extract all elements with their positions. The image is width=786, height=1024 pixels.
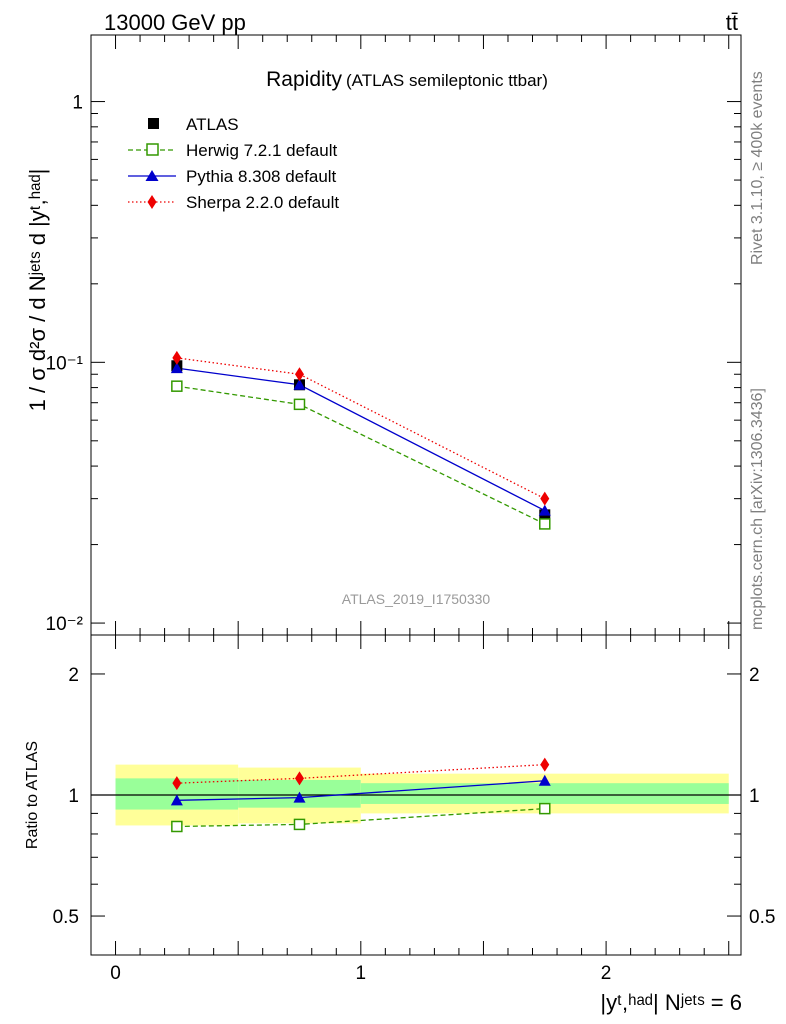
ratio-series-layer [170, 757, 551, 833]
legend-item-atlas: ATLAS [148, 115, 239, 134]
legend-item-sherpa: Sherpa 2.2.0 default [128, 193, 339, 212]
x-tick-label-1: 1 [356, 963, 367, 984]
main-y-tick-labels: 1 10⁻¹ 10⁻² [46, 93, 84, 636]
ratio-panel: 2 1 0.5 2 1 0.5 Ratio to ATLAS 0 1 2 |yᵗ… [24, 634, 775, 1015]
ratio-sherpa-marker [294, 771, 304, 786]
main-series-layer [170, 350, 551, 530]
chart-subtitle: (ATLAS semileptonic ttbar) [346, 71, 548, 90]
ratio-sherpa-line [176, 763, 545, 784]
ratio-y-axis-label: Ratio to ATLAS [24, 741, 41, 849]
ratio-herwig-marker [539, 802, 551, 815]
main-herwig-marker [539, 518, 551, 530]
main-herwig-line [176, 385, 546, 525]
ratio-herwig-marker [171, 820, 183, 833]
ratio-pythia-marker [538, 774, 551, 786]
x-tick-label-2: 2 [601, 963, 612, 984]
main-sherpa-marker [540, 491, 550, 506]
y-axis-label: 1 / σ d²σ / d Nʲᵉᵗˢ d |yᵗ,ʰᵃᵈ| [25, 169, 50, 412]
main-pythia-marker [538, 504, 551, 516]
ratio-sherpa-marker [540, 757, 550, 772]
main-herwig-marker [171, 380, 183, 392]
main-panel: 1 10⁻¹ 10⁻² 1 / σ d²σ / d Nʲᵉᵗˢ d |yᵗ,ʰᵃ… [25, 34, 742, 636]
legend-label-atlas: ATLAS [186, 115, 239, 134]
analysis-watermark: ATLAS_2019_I1750330 [342, 591, 491, 607]
main-sherpa-marker [294, 367, 304, 382]
y-tick-label-1: 1 [72, 93, 83, 114]
main-pythia-line [176, 367, 546, 512]
legend-marker-sherpa [147, 195, 157, 209]
legend-marker-atlas [148, 118, 159, 129]
ratio-y-tick-label-2: 2 [68, 665, 79, 686]
x-tick-label-0: 0 [110, 963, 121, 984]
ratio-y-tick-label-0.5-right: 0.5 [749, 907, 775, 928]
main-sherpa-line [176, 357, 546, 500]
legend-marker-pythia [145, 170, 159, 181]
main-pythia-marker [293, 378, 306, 390]
ratio-band-green [360, 783, 729, 804]
rivet-version-label: Rivet 3.1.10, ≥ 400k events [749, 71, 766, 265]
main-herwig-marker [293, 398, 306, 411]
x-axis-label: |yᵗ,ʰᵃᵈ| Nʲᵉᵗˢ = 6 [600, 990, 742, 1015]
legend-item-pythia: Pythia 8.308 default [128, 167, 337, 186]
main-sherpa-marker [172, 350, 182, 365]
ratio-y-tick-label-1: 1 [68, 786, 79, 807]
ratio-pythia-marker [293, 791, 306, 803]
main-pythia-marker [170, 362, 183, 374]
legend-item-herwig: Herwig 7.2.1 default [128, 141, 337, 160]
chart-title: Rapidity [266, 68, 342, 91]
mcplots-label: mcplots.cern.ch [arXiv:1306.3436] [749, 388, 766, 630]
ratio-y-tick-label-2-right: 2 [749, 665, 760, 686]
legend-marker-herwig [146, 143, 159, 156]
process-label: tt̄ [726, 10, 738, 35]
ratio-ticks [91, 635, 741, 956]
y-tick-label-0.01: 10⁻² [46, 614, 84, 635]
main-ticks [91, 35, 741, 636]
y-tick-label-0.1: 10⁻¹ [46, 353, 84, 374]
ratio-y-tick-label-1-right: 1 [749, 786, 760, 807]
legend-label-pythia: Pythia 8.308 default [186, 167, 337, 186]
ratio-sherpa-marker [172, 776, 182, 791]
ratio-herwig-marker [293, 818, 306, 831]
ratio-pythia-marker [170, 794, 183, 806]
legend-label-herwig: Herwig 7.2.1 default [186, 141, 337, 160]
ratio-y-tick-label-0.5: 0.5 [53, 907, 79, 928]
legend-label-sherpa: Sherpa 2.2.0 default [186, 193, 339, 212]
legend: ATLAS Herwig 7.2.1 default Pythia 8.308 … [128, 115, 339, 212]
energy-label: 13000 GeV pp [104, 10, 246, 35]
